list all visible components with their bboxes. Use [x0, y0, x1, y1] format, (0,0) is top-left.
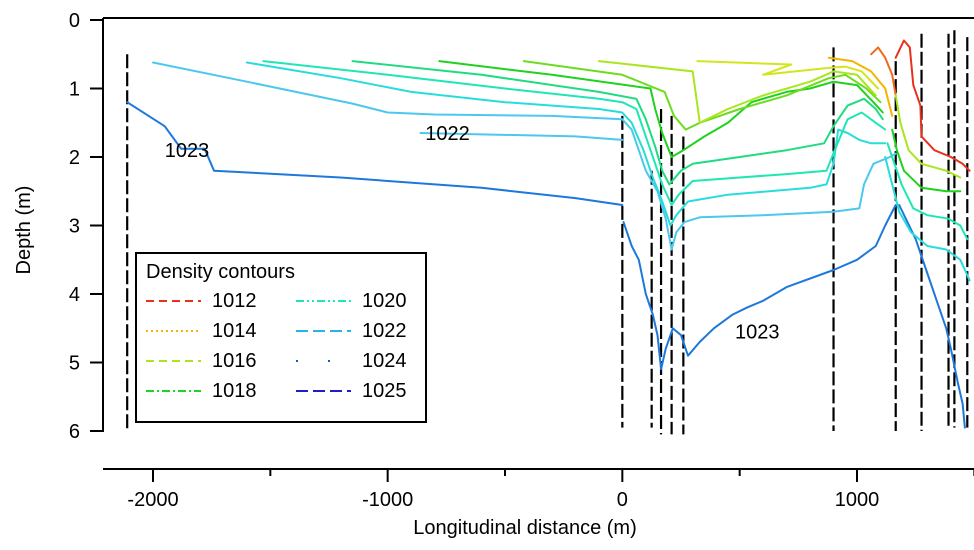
contour-line-1020-steep	[886, 142, 969, 241]
x-axis-title: Longitudinal distance (m)	[413, 517, 636, 539]
y-tick-label: 1	[69, 79, 80, 101]
contour-series-group	[126, 39, 971, 429]
legend-entry-label: 1012	[212, 290, 257, 312]
contour-line-1018	[438, 60, 884, 158]
y-ticks-group: 0 1 2 3 4 5 6	[69, 10, 103, 443]
y-tick-label: 3	[69, 216, 80, 238]
contour-line-1015	[696, 60, 880, 90]
x-tick-label: -1000	[362, 489, 413, 511]
legend-entries: 1012 1014 1016 1018 1020 1022 1024 1025	[146, 290, 407, 402]
y-tick-label: 0	[69, 10, 80, 32]
x-tick-label: 0	[617, 489, 628, 511]
contour-labels-group: 1023 1022 1023	[165, 123, 780, 344]
contour-line-1017	[522, 60, 882, 131]
y-axis-title: Depth (m)	[13, 186, 35, 275]
contour-line-1014	[827, 56, 894, 117]
contour-line-1022	[152, 61, 897, 251]
contour-label: 1023	[735, 322, 780, 344]
contour-label: 1022	[425, 123, 470, 145]
y-tick-label: 5	[69, 353, 80, 375]
legend-entry-label: 1016	[212, 350, 257, 372]
legend-entry-label: 1025	[362, 380, 407, 402]
y-tick-label: 2	[69, 147, 80, 169]
contour-label: 1023	[165, 140, 210, 162]
contour-line-1020	[262, 60, 887, 206]
contour-line-1012	[894, 39, 971, 172]
contour-line-1022	[419, 132, 624, 141]
legend-entry-label: 1020	[362, 290, 407, 312]
contour-line-1023	[898, 204, 966, 429]
legend-entry-label: 1018	[212, 380, 257, 402]
legend-title: Density contours	[146, 261, 295, 283]
y-tick-label: 6	[69, 421, 80, 443]
y-tick-label: 4	[69, 284, 80, 306]
x-tick-label: 1000	[835, 489, 880, 511]
legend-box	[135, 252, 427, 423]
contour-line-1018-steep	[891, 128, 962, 193]
legend-entry-label: 1014	[212, 320, 257, 342]
contour-line-1021-steep	[884, 156, 971, 282]
contour-line-1013	[870, 46, 897, 97]
contour-line-1016-steep	[894, 94, 962, 179]
contour-line-1023	[126, 101, 624, 206]
contour-line-1019	[351, 60, 884, 186]
x-tick-label: -2000	[127, 489, 178, 511]
legend: Density contours 1012 1014 1016 1018 1020 102…	[135, 252, 427, 423]
contour-line-1023	[622, 204, 897, 371]
x-ticks-group: -2000 -1000 0 1000	[127, 469, 974, 511]
contour-line-1016	[597, 60, 877, 124]
legend-entry-label: 1022	[362, 320, 407, 342]
legend-entry-label: 1024	[362, 350, 407, 372]
